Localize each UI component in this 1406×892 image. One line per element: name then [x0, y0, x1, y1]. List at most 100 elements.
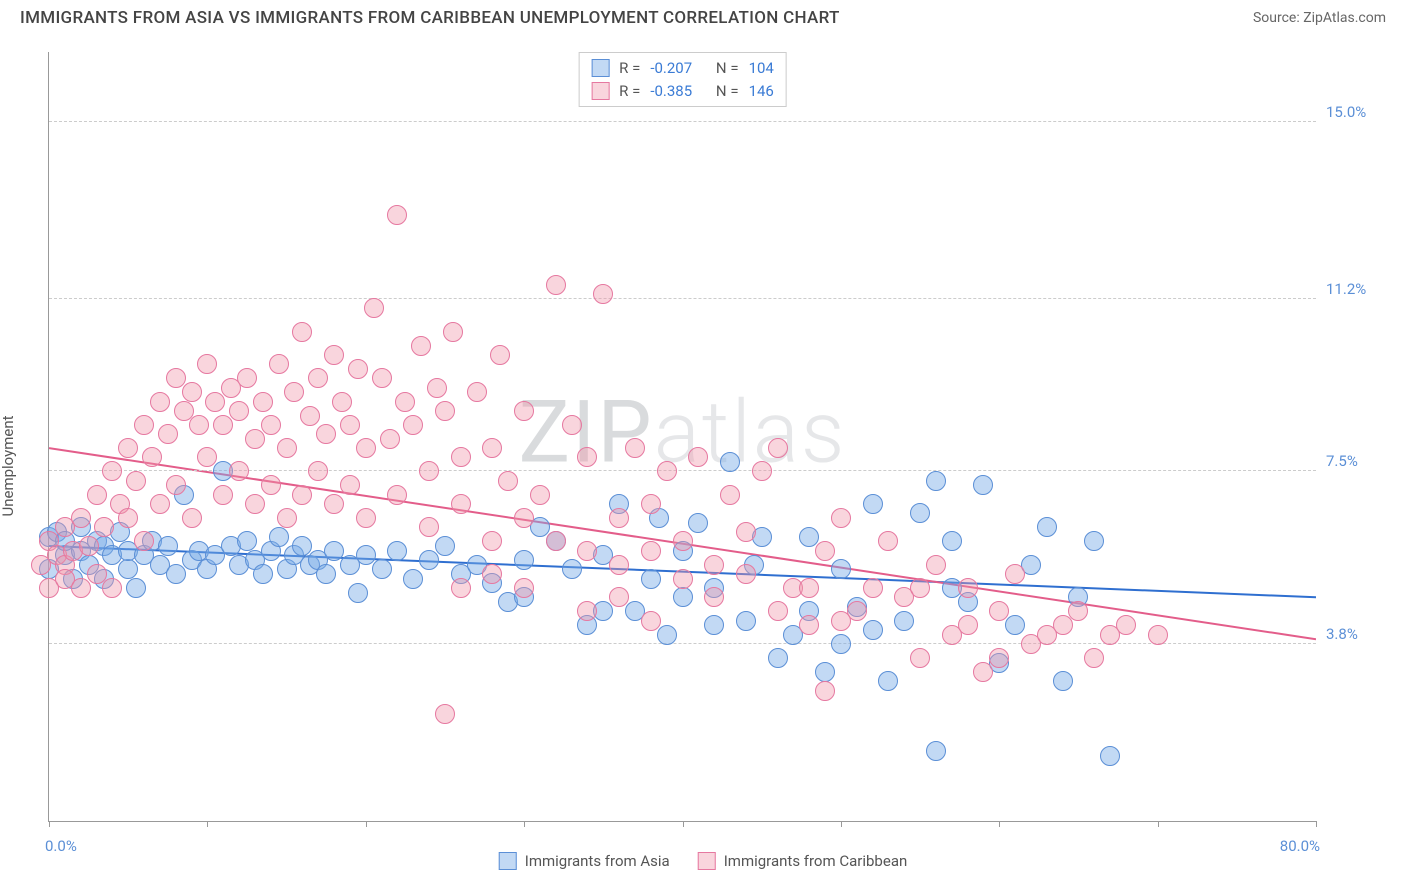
- scatter-point: [253, 392, 273, 412]
- x-tick: [524, 821, 525, 827]
- scatter-point: [593, 284, 613, 304]
- scatter-point: [546, 531, 566, 551]
- scatter-point: [443, 322, 463, 342]
- scatter-point: [958, 578, 978, 598]
- scatter-point: [197, 447, 217, 467]
- scatter-point: [609, 508, 629, 528]
- scatter-point: [1053, 615, 1073, 635]
- scatter-point: [150, 494, 170, 514]
- n-value-asia: 104: [749, 57, 774, 80]
- y-tick-label: 3.8%: [1326, 625, 1386, 643]
- scatter-point: [926, 555, 946, 575]
- scatter-point: [989, 648, 1009, 668]
- scatter-point: [419, 517, 439, 537]
- scatter-point: [79, 536, 99, 556]
- scatter-point: [419, 461, 439, 481]
- x-max-label: 80.0%: [1280, 837, 1320, 855]
- scatter-point: [134, 531, 154, 551]
- x-tick: [49, 821, 50, 827]
- scatter-point: [973, 475, 993, 495]
- scatter-point: [118, 559, 138, 579]
- scatter-point: [863, 494, 883, 514]
- scatter-point: [514, 550, 534, 570]
- scatter-point: [166, 475, 186, 495]
- scatter-point: [451, 494, 471, 514]
- scatter-point: [182, 382, 202, 402]
- scatter-point: [451, 578, 471, 598]
- scatter-point: [514, 401, 534, 421]
- legend-item-caribbean: Immigrants from Caribbean: [698, 852, 908, 870]
- scatter-point: [736, 522, 756, 542]
- scatter-point: [213, 485, 233, 505]
- scatter-point: [831, 508, 851, 528]
- gridline: [49, 643, 1316, 644]
- scatter-point: [831, 634, 851, 654]
- scatter-point: [356, 438, 376, 458]
- scatter-point: [768, 601, 788, 621]
- scatter-point: [482, 531, 502, 551]
- scatter-point: [245, 494, 265, 514]
- scatter-point: [261, 475, 281, 495]
- scatter-point: [348, 583, 368, 603]
- scatter-point: [31, 555, 51, 575]
- scatter-point: [1053, 671, 1073, 691]
- x-tick: [999, 821, 1000, 827]
- scatter-point: [673, 569, 693, 589]
- scatter-point: [213, 415, 233, 435]
- scatter-point: [863, 578, 883, 598]
- scatter-point: [150, 392, 170, 412]
- scatter-point: [910, 503, 930, 523]
- scatter-point: [364, 298, 384, 318]
- scatter-point: [514, 508, 534, 528]
- scatter-point: [878, 671, 898, 691]
- scatter-point: [514, 578, 534, 598]
- scatter-point: [641, 569, 661, 589]
- scatter-point: [942, 531, 962, 551]
- scatter-point: [277, 508, 297, 528]
- scatter-point: [348, 359, 368, 379]
- scatter-point: [419, 550, 439, 570]
- scatter-point: [308, 461, 328, 481]
- scatter-point: [142, 447, 162, 467]
- scatter-point: [720, 452, 740, 472]
- scatter-point: [1148, 625, 1168, 645]
- stats-row-caribbean: R = -0.385 N = 146: [591, 80, 774, 103]
- scatter-point: [704, 587, 724, 607]
- scatter-point: [158, 536, 178, 556]
- scatter-point: [1005, 564, 1025, 584]
- scatter-point: [799, 615, 819, 635]
- scatter-point: [245, 429, 265, 449]
- scatter-point: [308, 368, 328, 388]
- scatter-point: [736, 564, 756, 584]
- scatter-point: [878, 531, 898, 551]
- y-tick-label: 11.2%: [1326, 280, 1386, 298]
- chart-header: IMMIGRANTS FROM ASIA VS IMMIGRANTS FROM …: [0, 0, 1406, 32]
- scatter-point: [657, 461, 677, 481]
- legend-swatch-caribbean: [698, 852, 716, 870]
- plot-area: ZIPatlas R = -0.207 N = 104 R = -0.385 N…: [48, 52, 1316, 822]
- scatter-point: [253, 564, 273, 584]
- scatter-point: [229, 461, 249, 481]
- chart-container: Unemployment ZIPatlas R = -0.207 N = 104…: [0, 32, 1406, 882]
- scatter-point: [332, 392, 352, 412]
- scatter-point: [435, 536, 455, 556]
- scatter-point: [403, 569, 423, 589]
- scatter-point: [395, 392, 415, 412]
- scatter-point: [641, 494, 661, 514]
- scatter-point: [340, 415, 360, 435]
- scatter-point: [356, 508, 376, 528]
- chart-title: IMMIGRANTS FROM ASIA VS IMMIGRANTS FROM …: [20, 8, 840, 28]
- x-min-label: 0.0%: [45, 837, 77, 855]
- scatter-point: [387, 485, 407, 505]
- scatter-point: [704, 555, 724, 575]
- scatter-point: [657, 625, 677, 645]
- source-attribution: Source: ZipAtlas.com: [1253, 10, 1386, 26]
- scatter-point: [324, 494, 344, 514]
- scatter-point: [577, 447, 597, 467]
- y-axis-label: Unemployment: [0, 415, 17, 516]
- scatter-point: [284, 382, 304, 402]
- scatter-point: [546, 275, 566, 295]
- scatter-point: [641, 541, 661, 561]
- scatter-point: [269, 527, 289, 547]
- x-tick: [841, 821, 842, 827]
